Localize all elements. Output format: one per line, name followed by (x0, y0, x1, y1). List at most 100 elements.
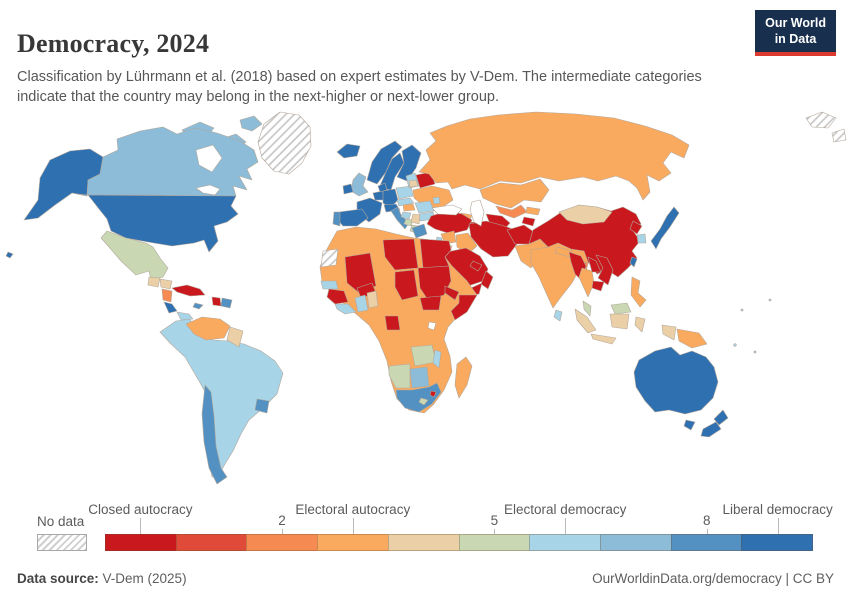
country-svalbard[interactable] (805, 111, 837, 129)
country-ireland[interactable] (342, 183, 354, 195)
country-benelux[interactable] (372, 190, 385, 201)
country-madagascar[interactable] (454, 356, 473, 399)
country-uae-qatar[interactable] (469, 260, 483, 272)
country-vietnam[interactable] (595, 254, 614, 286)
country-honduras[interactable] (159, 278, 173, 290)
country-chile[interactable] (201, 384, 228, 485)
country-norway[interactable] (366, 140, 403, 185)
country-taiwan[interactable] (629, 256, 638, 268)
country-eritrea-djibouti[interactable] (444, 285, 460, 301)
country-north-korea[interactable] (629, 220, 643, 235)
region-south-america[interactable] (159, 318, 284, 478)
country-south-africa[interactable] (395, 382, 442, 413)
owid-link[interactable]: OurWorldinData.org/democracy | CC BY (592, 571, 834, 586)
country-moldova[interactable] (432, 196, 441, 205)
country-jamaica[interactable] (192, 302, 204, 310)
country-japan[interactable] (650, 206, 680, 250)
country-chad[interactable] (394, 269, 419, 301)
country-new-zealand[interactable] (713, 409, 729, 426)
country-uk[interactable] (350, 172, 369, 197)
country-nicaragua[interactable] (161, 288, 173, 303)
legend-bin-1[interactable] (175, 534, 248, 551)
country-south-korea[interactable] (636, 233, 647, 244)
country-egypt[interactable] (419, 238, 452, 269)
country-romania[interactable] (414, 200, 435, 214)
country-uruguay[interactable] (254, 398, 270, 414)
country-bosnia[interactable] (403, 218, 414, 227)
legend-bin-0[interactable] (105, 534, 177, 551)
country-papua-new-guinea[interactable] (676, 328, 708, 349)
country-tasmania[interactable] (683, 419, 696, 431)
legend-bin-4[interactable] (387, 534, 460, 551)
country-greenland[interactable] (257, 111, 312, 175)
country-tajikistan[interactable] (521, 216, 536, 227)
country-guinea[interactable] (326, 288, 349, 305)
country-iceland[interactable] (336, 143, 361, 159)
country-poland[interactable] (395, 185, 414, 200)
country-serbia[interactable] (410, 213, 421, 225)
country-gabon[interactable] (384, 315, 401, 331)
country-sweden[interactable] (378, 152, 405, 191)
country-indonesia[interactable] (661, 324, 677, 341)
country-guyana[interactable] (226, 326, 244, 348)
country-thailand[interactable] (578, 267, 595, 298)
country-spain[interactable] (336, 208, 369, 227)
country-haiti[interactable] (211, 296, 222, 307)
country-malawi[interactable] (432, 349, 442, 369)
country-zambia[interactable] (410, 344, 437, 367)
country-indonesia[interactable] (609, 313, 630, 330)
country-philippines[interactable] (630, 276, 647, 308)
country-senegal[interactable] (320, 280, 339, 290)
legend-bin-2[interactable] (246, 534, 319, 551)
country-arctic-islands[interactable] (831, 128, 847, 143)
country-czechia-slovakia[interactable] (396, 197, 415, 207)
country-south-sudan[interactable] (419, 295, 442, 311)
country-hawaii[interactable] (5, 251, 14, 259)
country-malaysia[interactable] (582, 300, 592, 317)
country-hungary[interactable] (402, 203, 416, 212)
country-costa-rica[interactable] (163, 301, 178, 314)
country-new-zealand[interactable] (700, 421, 722, 438)
owid-logo[interactable]: Our World in Data (755, 10, 836, 57)
country-sri-lanka[interactable] (553, 309, 563, 322)
country-guatemala[interactable] (147, 276, 161, 288)
no-data-swatch[interactable] (37, 534, 87, 551)
country-lesotho[interactable] (418, 397, 429, 406)
country-ghana[interactable] (354, 294, 369, 313)
country-venezuela[interactable] (185, 316, 231, 341)
country-greece[interactable] (411, 223, 428, 239)
country-cuba[interactable] (171, 284, 206, 297)
country-panama[interactable] (176, 311, 194, 321)
country-indonesia[interactable] (574, 308, 597, 334)
legend-bin-6[interactable] (529, 534, 601, 551)
country-kyrgyzstan[interactable] (525, 206, 541, 216)
country-indonesia[interactable] (590, 333, 617, 345)
country-malaysia-borneo[interactable] (610, 302, 632, 315)
country-canada-arctic[interactable] (239, 115, 263, 132)
country-denmark[interactable] (377, 182, 388, 193)
legend-bin-7[interactable] (599, 534, 672, 551)
legend-bin-8[interactable] (670, 534, 743, 551)
country-lithuania[interactable] (408, 179, 419, 188)
country-kazakhstan[interactable] (479, 178, 550, 209)
country-dominican-republic[interactable] (220, 297, 233, 309)
country-indonesia[interactable] (634, 316, 646, 333)
legend-bin-3[interactable] (317, 534, 389, 551)
legend-bin-9[interactable] (741, 534, 814, 551)
country-russia[interactable] (418, 111, 690, 201)
country-iran[interactable] (468, 220, 518, 258)
country-togo-benin[interactable] (366, 290, 379, 309)
country-eswatini[interactable] (429, 390, 437, 398)
country-somalia[interactable] (450, 294, 478, 321)
country-australia[interactable] (633, 346, 719, 415)
country-botswana[interactable] (409, 366, 430, 389)
country-sierra-leone-liberia[interactable] (334, 303, 357, 315)
country-portugal[interactable] (332, 211, 341, 227)
country-namibia[interactable] (388, 363, 411, 389)
country-cambodia[interactable] (591, 280, 605, 292)
country-libya[interactable] (382, 238, 419, 271)
country-oman[interactable] (480, 270, 494, 290)
country-croatia[interactable] (400, 211, 412, 220)
country-western-sahara[interactable] (320, 248, 339, 268)
legend-bin-5[interactable] (458, 534, 531, 551)
